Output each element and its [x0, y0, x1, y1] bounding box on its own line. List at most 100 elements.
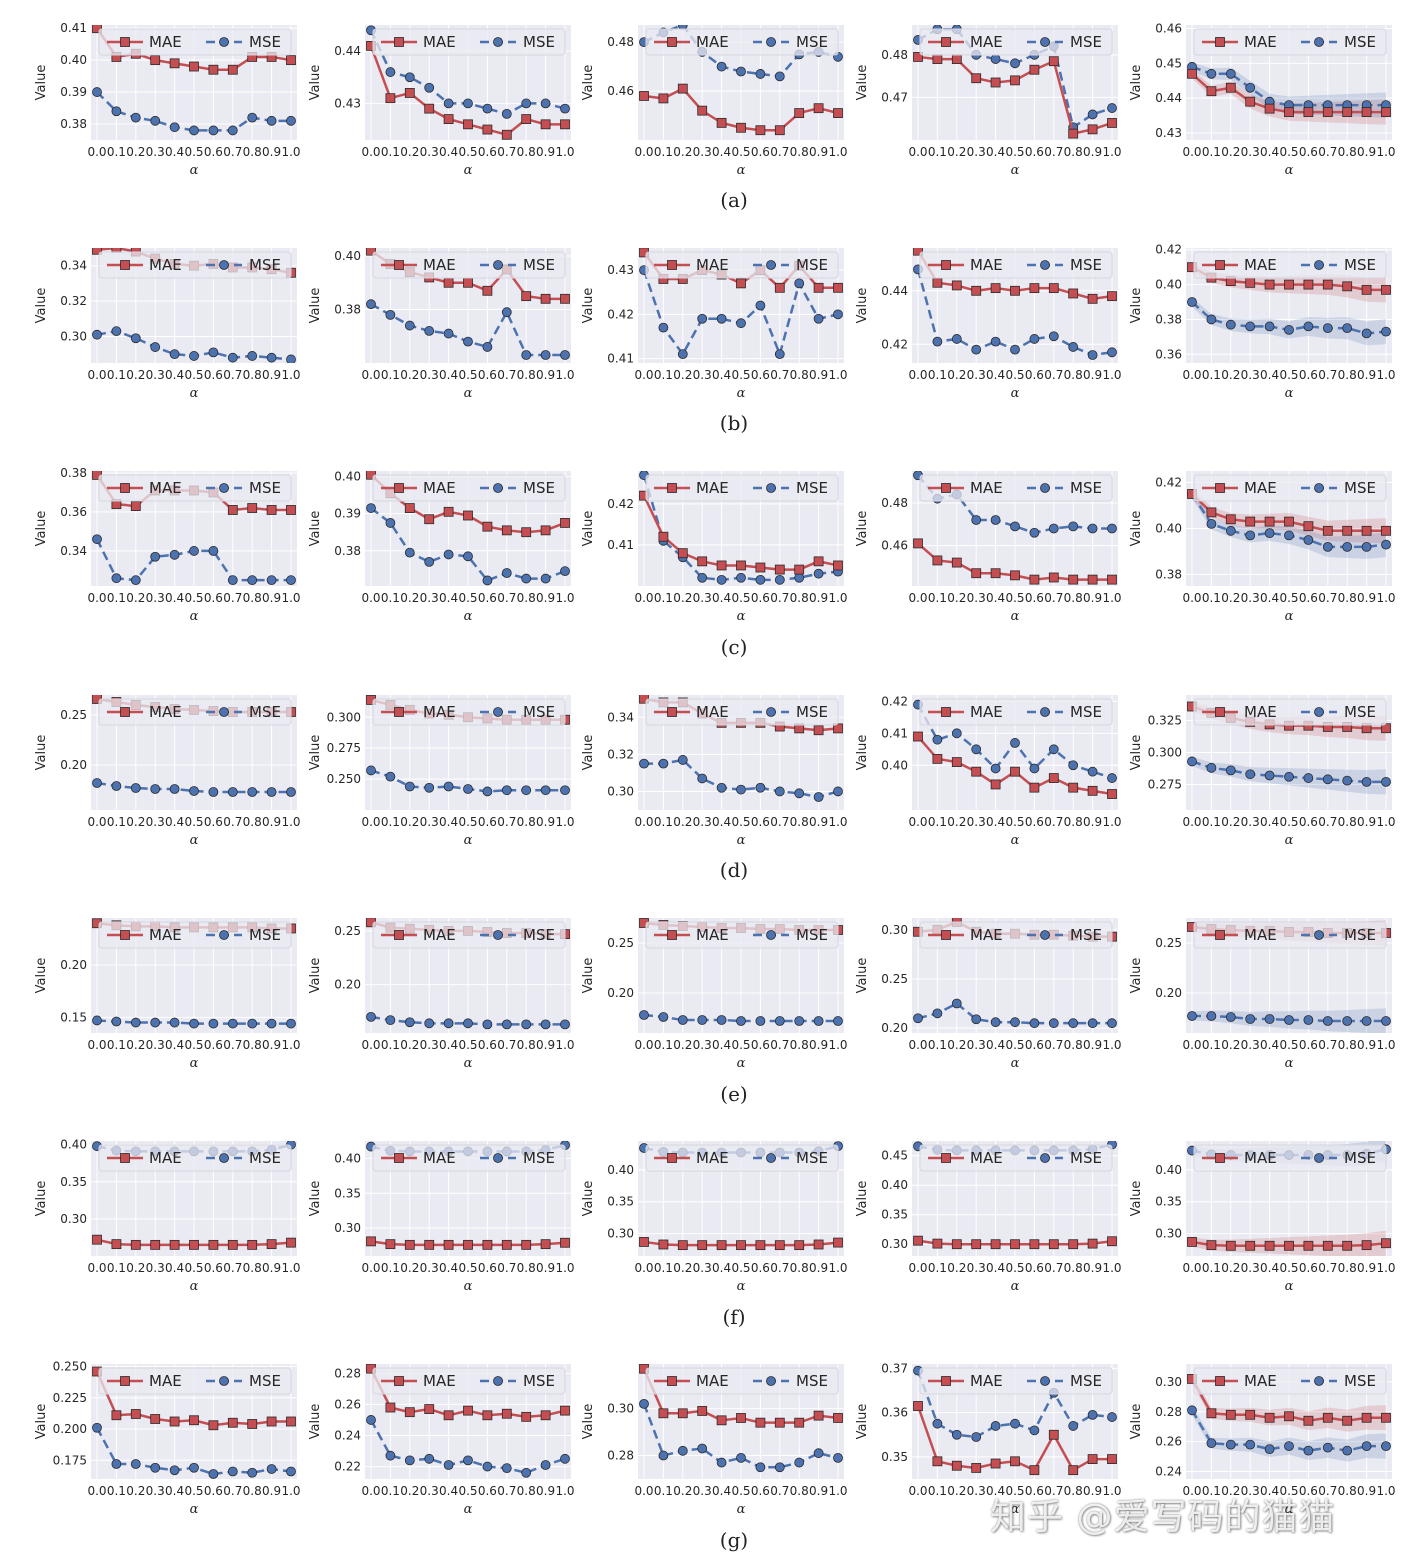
x-axis-label: α	[1285, 386, 1294, 401]
y-tick-label: 0.28	[1155, 1405, 1182, 1419]
mae-point	[677, 1408, 688, 1419]
mae-point	[227, 64, 238, 75]
mse-point	[560, 785, 570, 796]
x-tick-label: 0.7	[1044, 145, 1063, 159]
mae-point	[677, 83, 688, 94]
x-tick-label: 0.1	[107, 591, 126, 605]
x-tick-label: 0.7	[1044, 591, 1063, 605]
x-tick-label: 0.5	[731, 368, 750, 382]
legend-mse-marker	[766, 707, 776, 717]
x-tick-label: 0.5	[1005, 1038, 1024, 1052]
legend: MAE MSE	[919, 1144, 1113, 1172]
x-tick-label: 0.2	[1221, 1484, 1240, 1498]
legend-mse-label: MSE	[523, 703, 555, 721]
legend-mse-marker	[1314, 1153, 1324, 1163]
x-tick-label: 0.7	[1318, 1484, 1337, 1498]
mae-point	[736, 560, 746, 571]
x-tick-label: 1.0	[828, 815, 847, 829]
legend-mse-label: MSE	[1344, 703, 1376, 721]
mse-point	[286, 1018, 296, 1029]
x-tick-label: 1.0	[1102, 1484, 1121, 1498]
mae-point	[658, 1239, 669, 1250]
x-tick-label: 0.9	[809, 591, 828, 605]
x-tick-label: 1.0	[1376, 815, 1395, 829]
x-tick-label: 0.3	[420, 591, 439, 605]
x-tick-label: 0.4	[1260, 815, 1279, 829]
x-tick-label: 0.7	[770, 368, 789, 382]
mse-point	[1187, 756, 1197, 767]
legend-mse-marker	[219, 930, 229, 940]
mae-point	[971, 766, 982, 777]
mae-point	[1068, 574, 1079, 585]
y-tick-label: 0.39	[334, 507, 361, 521]
x-tick-label: 0.8	[790, 815, 809, 829]
mse-point	[189, 786, 199, 796]
legend-mse-marker	[766, 37, 776, 47]
mse-point	[1284, 1015, 1294, 1025]
mae-point	[755, 125, 766, 136]
mae-point	[736, 1413, 746, 1423]
mae-point	[1245, 516, 1256, 527]
mae-point	[755, 1417, 766, 1428]
mse-point	[208, 1469, 219, 1479]
legend-mae-marker	[667, 1376, 677, 1386]
mse-point	[560, 566, 570, 577]
legend-mae-marker	[941, 930, 951, 940]
mse-line	[370, 507, 566, 582]
panel-6-3: 0.30 0.35 0.40 0.0 0.1 0.2 0.3 0.4 0.5 0.6 0.7 0.8 0…	[581, 1141, 848, 1294]
y-tick-label: 0.38	[60, 117, 87, 131]
legend-mae-label: MAE	[696, 703, 729, 721]
mae-point	[404, 503, 415, 513]
legend-mae-marker	[941, 260, 951, 270]
legend-mse-marker	[766, 930, 776, 940]
x-tick-label: 0.0	[361, 1261, 380, 1275]
mse-point	[247, 575, 258, 586]
x-tick-label: 0.0	[361, 591, 380, 605]
mse-point	[932, 1418, 943, 1429]
y-tick-label: 0.40	[334, 470, 361, 484]
plot-content	[639, 248, 843, 360]
mae-point	[697, 1406, 708, 1416]
x-tick-label: 0.8	[1064, 368, 1083, 382]
mae-point	[794, 108, 805, 118]
mse-point	[913, 1013, 923, 1024]
mae-point	[990, 779, 1001, 790]
mse-point	[1187, 1011, 1197, 1021]
x-tick-label: 0.5	[184, 145, 203, 159]
legend-mse-label: MSE	[1070, 256, 1102, 274]
y-tick-label: 0.36	[1155, 347, 1182, 361]
mse-point	[463, 551, 473, 562]
panel-5-2: 0.20 0.25 0.0 0.1 0.2 0.3 0.4 0.5 0.6 0.7 0.8 0.9 1.…	[308, 918, 575, 1071]
mse-point	[92, 778, 102, 788]
legend-mse-marker	[493, 37, 503, 47]
x-tick-label: 0.6	[751, 591, 770, 605]
mae-point	[1381, 525, 1391, 536]
mae-point	[1322, 1412, 1333, 1423]
mae-point	[658, 1408, 669, 1419]
legend-mae-label: MAE	[696, 33, 729, 51]
mae-point	[951, 557, 962, 568]
x-axis-label: α	[1011, 163, 1020, 178]
x-tick-label: 0.4	[439, 1261, 458, 1275]
y-tick-label: 0.32	[607, 747, 634, 761]
x-tick-label: 0.9	[262, 368, 281, 382]
legend-mae-label: MAE	[1244, 703, 1277, 721]
mse-point	[501, 568, 512, 578]
y-tick-label: 0.24	[1155, 1465, 1182, 1479]
x-tick-label: 0.2	[400, 1484, 419, 1498]
mae-point	[540, 1239, 551, 1250]
mae-point	[833, 282, 843, 293]
mae-point	[521, 527, 532, 538]
mae-point	[266, 1239, 277, 1250]
x-tick-label: 0.5	[731, 591, 750, 605]
mae-point	[463, 277, 473, 288]
legend-mae-label: MAE	[149, 703, 182, 721]
mse-point	[266, 115, 277, 126]
x-tick-label: 0.7	[1044, 815, 1063, 829]
y-axis-label: Value	[855, 735, 870, 771]
mse-point	[813, 313, 824, 324]
panel-2-3: 0.41 0.42 0.43 0.0 0.1 0.2 0.3 0.4 0.5 0.6 0.7 0.8 0…	[581, 248, 848, 401]
mse-point	[1303, 321, 1314, 332]
legend-mse-label: MSE	[523, 33, 555, 51]
